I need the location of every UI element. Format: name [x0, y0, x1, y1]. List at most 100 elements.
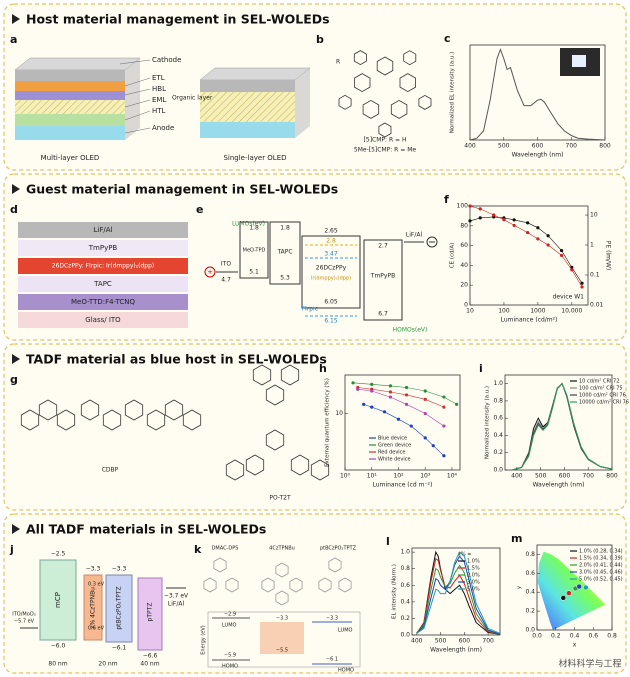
- decor: [119, 59, 151, 65]
- panel-label: c: [444, 32, 451, 45]
- x-tick-label: 700: [482, 638, 494, 645]
- legend-label: 1.0%: [467, 559, 480, 565]
- level-value: 1.8: [249, 225, 259, 232]
- ring: [289, 577, 303, 593]
- decor: [124, 110, 151, 121]
- level-box: [269, 221, 301, 285]
- section-title: Guest material management in SEL-WOLEDs: [26, 182, 338, 197]
- y-tick-label: 40: [460, 262, 468, 269]
- y-axis-title: CE (cd/A): [450, 243, 456, 269]
- y-tick-label: 10: [335, 410, 343, 417]
- ring: [38, 399, 58, 421]
- y-axis-title: Normalized EL intensity (a.u.): [450, 52, 456, 133]
- header-marker: [12, 14, 20, 24]
- molecule-drawing: [338, 50, 432, 138]
- gap-label: 0.6 eV: [88, 626, 105, 632]
- level-value: 2.8: [326, 238, 336, 245]
- layer-label: HBL: [152, 85, 166, 93]
- section-title: All TADF materials in SEL-WOLEDs: [26, 522, 266, 537]
- legend-label: 1.5% (0.34, 0.39): [579, 556, 623, 562]
- y2-tick-label: 1: [590, 242, 594, 249]
- x-tick-label: 400: [464, 143, 476, 150]
- ring: [378, 122, 392, 138]
- caption: Single-layer OLED: [223, 154, 286, 162]
- thickness: 40 nm: [140, 661, 159, 668]
- layer-name: LiF/Al: [168, 601, 185, 608]
- level-box: [105, 574, 133, 643]
- ring: [403, 50, 417, 66]
- level-value: −6.1: [326, 657, 338, 663]
- x-tick-label: 500: [498, 143, 510, 150]
- x-tick-label: 600: [559, 473, 571, 480]
- x-tick-label: 0.4: [570, 633, 580, 640]
- ring: [338, 577, 352, 593]
- ring: [225, 577, 239, 593]
- panel-label: l: [386, 535, 390, 548]
- decor: [18, 276, 188, 292]
- layer-name: TAPC: [276, 249, 292, 256]
- series-line: [511, 382, 613, 471]
- layer-label: HTL: [152, 107, 166, 115]
- layer-label: Glass/ ITO: [85, 316, 121, 324]
- decor: [199, 67, 311, 81]
- level-name: LUMO: [222, 623, 237, 629]
- decor: [15, 91, 125, 100]
- compound-label: 4CzTPNBu: [269, 546, 295, 552]
- anode-symbol: +: [207, 268, 213, 276]
- y-tick-label: 0.6: [493, 415, 503, 422]
- y-tick-label: 0.4: [525, 589, 535, 596]
- inset-photo: [572, 55, 586, 67]
- layer-name: MeO-TPD: [243, 248, 266, 254]
- x-axis-title: Luminance (cd m⁻²): [373, 482, 433, 489]
- y-tick-label: 100: [457, 203, 469, 210]
- molecule-drawing: [20, 364, 330, 481]
- panel-label: f: [444, 193, 449, 206]
- y-tick-label: 1.0: [493, 380, 503, 387]
- y-tick-label: 0: [464, 302, 468, 309]
- ring: [328, 557, 342, 573]
- header-marker: [12, 354, 20, 364]
- layer-name: ITO: [221, 261, 231, 268]
- caption: Multi-layer OLED: [41, 154, 100, 162]
- y2-tick-label: 10: [590, 212, 598, 219]
- compound-label: 5Me-[5]CMP: R = Me: [354, 147, 416, 154]
- x-axis-title: Luminance (cd/m²): [501, 317, 558, 324]
- cie-locus: [537, 551, 606, 630]
- legend-label: 3.0%: [467, 580, 480, 586]
- plot-frame: [411, 547, 501, 636]
- ring: [146, 409, 166, 431]
- decor: [124, 99, 151, 108]
- multi-layer-stack: [14, 57, 141, 140]
- leader-lines: [119, 59, 151, 134]
- molecule-drawing: [203, 557, 352, 606]
- compound-label: PO-T2T: [269, 495, 291, 502]
- level-value: 1.8: [280, 225, 290, 232]
- data-point: [576, 583, 582, 590]
- y-tick-label: 0.0: [400, 632, 410, 639]
- ring: [124, 399, 144, 421]
- x-tick-label: 500: [435, 638, 447, 645]
- level-value: 6.15: [324, 318, 338, 325]
- y-tick-label: 0.8: [400, 565, 410, 572]
- device-stack: [18, 222, 188, 328]
- panel-label: h: [319, 362, 327, 375]
- y-tick-label: 0.6: [400, 582, 410, 589]
- decor: [124, 77, 151, 87]
- ring: [261, 577, 275, 593]
- y2-axis-title: PE (lm/W): [605, 241, 612, 270]
- y-tick-label: 0.8: [525, 551, 535, 558]
- layer-label: Cathode: [152, 56, 181, 64]
- decor: [15, 114, 125, 126]
- panel-label: d: [10, 203, 18, 216]
- ring: [376, 56, 394, 76]
- ring: [265, 384, 285, 406]
- layer-name: TmPyPB: [370, 273, 395, 280]
- series-line: [469, 216, 583, 284]
- compound-label: CDBP: [102, 467, 119, 474]
- series-line: [357, 388, 445, 427]
- level-box: [363, 239, 403, 321]
- decor: [200, 80, 295, 92]
- data-point: [580, 281, 584, 285]
- y-tick-label: 0.4: [400, 598, 410, 605]
